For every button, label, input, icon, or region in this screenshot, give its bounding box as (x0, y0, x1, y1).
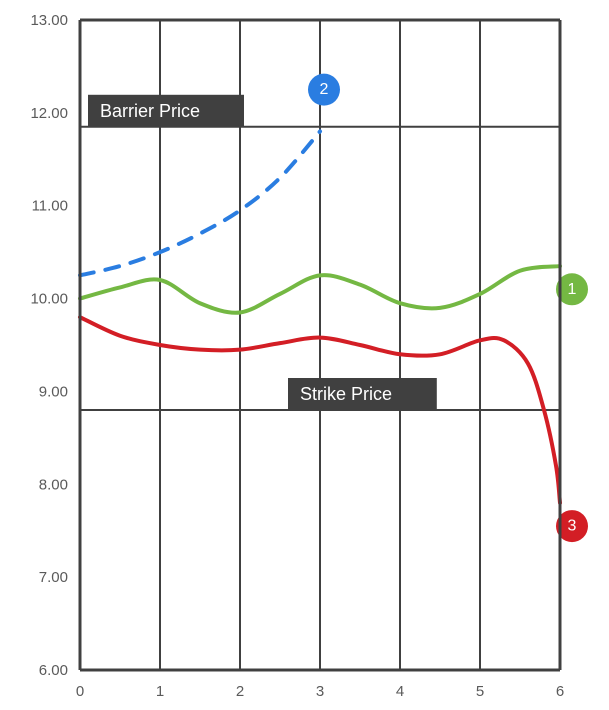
y-tick-label: 6.00 (39, 662, 68, 679)
x-tick-label: 4 (396, 683, 404, 700)
reference-label-text: Strike Price (300, 384, 392, 404)
price-scenario-chart: 6.00 7.00 8.00 9.00 10.00 11.00 12.00 13.00 0 1 2 3… (0, 0, 609, 710)
x-tick-label: 0 (76, 683, 84, 700)
y-tick-label: 11.00 (32, 198, 68, 215)
x-tick-label: 2 (236, 683, 244, 700)
y-tick-label: 10.00 (30, 291, 68, 308)
series-line-scenario-2 (80, 131, 320, 275)
y-tick-label: 9.00 (39, 383, 68, 400)
reference-label-text: Barrier Price (100, 101, 200, 121)
series-marker-label: 3 (568, 518, 577, 535)
y-tick-label: 13.00 (30, 12, 68, 29)
y-tick-label: 7.00 (39, 569, 68, 586)
series-marker-label: 1 (568, 281, 577, 298)
y-tick-label: 12.00 (30, 105, 68, 122)
chart-svg: 6.00 7.00 8.00 9.00 10.00 11.00 12.00 13.00 0 1 2 3… (0, 0, 609, 710)
x-tick-label: 6 (556, 683, 564, 700)
y-tick-label: 8.00 (39, 476, 68, 493)
x-tick-label: 3 (316, 683, 324, 700)
series-marker-label: 2 (320, 81, 329, 98)
x-tick-label: 5 (476, 683, 484, 700)
x-tick-label: 1 (156, 683, 164, 700)
